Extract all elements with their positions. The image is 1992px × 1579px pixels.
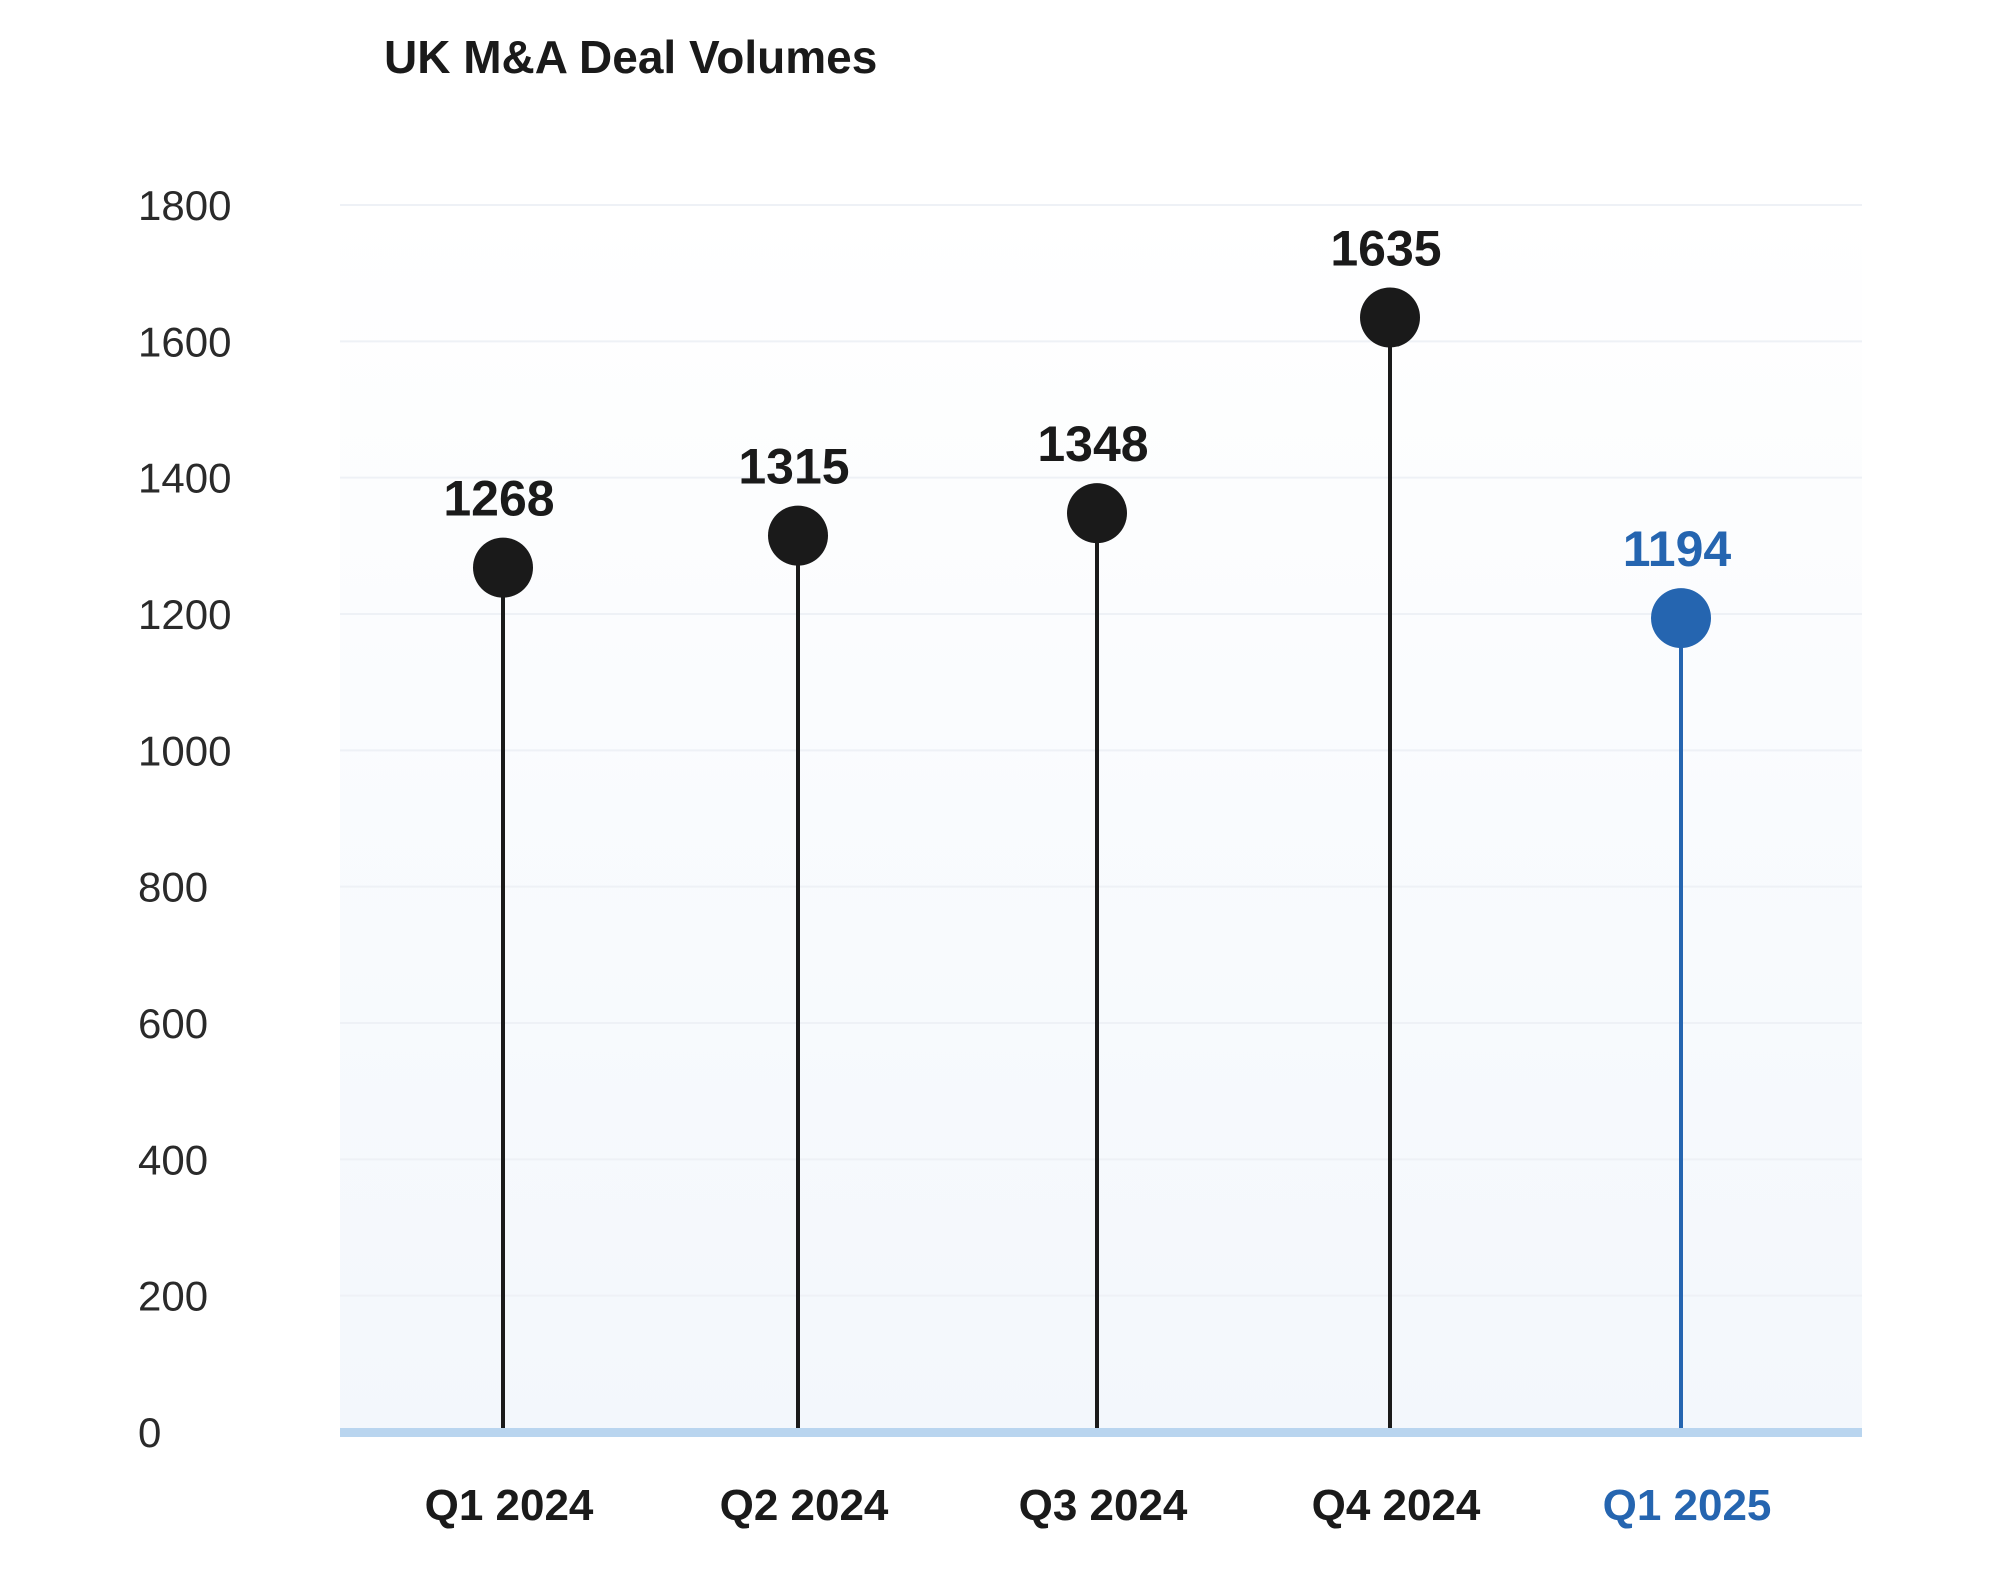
y-tick-label: 800 xyxy=(138,864,208,911)
y-tick-label: 1000 xyxy=(138,727,231,774)
x-tick-label: Q1 2024 xyxy=(425,1481,594,1530)
data-point xyxy=(768,505,828,566)
data-point xyxy=(1360,287,1420,348)
x-axis: Q1 2024 Q2 2024 Q3 2024 Q4 2024 Q1 2025 xyxy=(425,1481,1772,1530)
x-tick-label: Q4 2024 xyxy=(1312,1481,1481,1530)
baseline xyxy=(340,1428,1862,1437)
y-tick-label: 1200 xyxy=(138,591,231,638)
dots xyxy=(473,287,1711,649)
data-label: 1348 xyxy=(1037,416,1148,472)
x-tick-label: Q3 2024 xyxy=(1019,1481,1188,1530)
data-label: 1194 xyxy=(1623,521,1732,577)
y-tick-label: 1600 xyxy=(138,318,231,365)
stems xyxy=(501,317,1683,1436)
data-label: 1635 xyxy=(1330,220,1441,276)
data-point xyxy=(1651,588,1711,649)
data-label: 1268 xyxy=(443,471,554,527)
grid-lines xyxy=(340,204,1862,1297)
data-label: 1315 xyxy=(738,439,849,495)
value-labels: 1268 1315 1348 1635 1194 xyxy=(443,220,1731,577)
x-tick-label: Q1 2025 xyxy=(1603,1481,1772,1530)
x-tick-label: Q2 2024 xyxy=(720,1481,889,1530)
y-axis: 0 200 400 600 800 1000 1200 1400 1600 1800 xyxy=(138,182,231,1456)
plot-area xyxy=(340,205,1862,1432)
y-tick-label: 400 xyxy=(138,1136,208,1183)
y-tick-label: 200 xyxy=(138,1273,208,1320)
chart-title: UK M&A Deal Volumes xyxy=(384,31,878,83)
data-point xyxy=(473,537,533,598)
y-tick-label: 1800 xyxy=(138,182,231,229)
data-point xyxy=(1067,483,1127,544)
y-tick-label: 600 xyxy=(138,1000,208,1047)
y-tick-label: 0 xyxy=(138,1409,161,1456)
y-tick-label: 1400 xyxy=(138,455,231,502)
